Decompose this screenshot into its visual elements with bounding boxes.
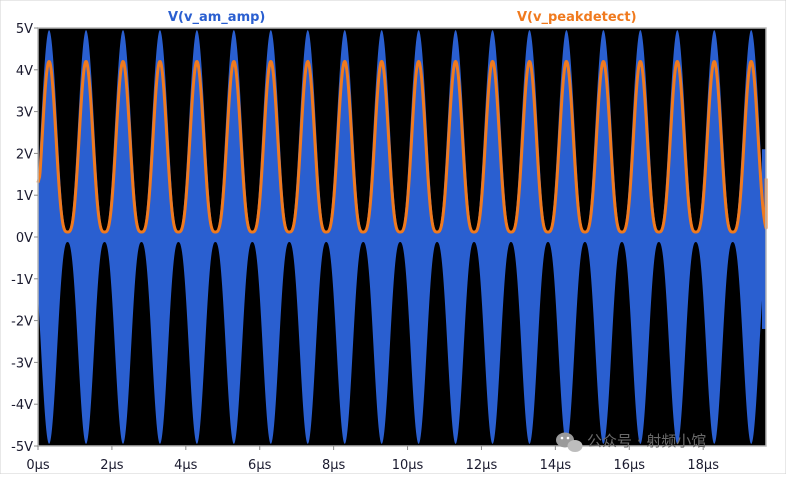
y-tick-label: 2V bbox=[16, 147, 33, 162]
x-tick-label: 16µs bbox=[613, 458, 645, 473]
x-tick-label: 10µs bbox=[392, 458, 424, 473]
x-tick-label: 18µs bbox=[687, 458, 719, 473]
series-v-am-amp-envelope bbox=[38, 30, 766, 444]
y-tick-label: 0V bbox=[16, 231, 33, 246]
x-tick-label: 6µs bbox=[248, 458, 272, 473]
y-tick-label: -5V bbox=[11, 440, 33, 455]
wechat-icon bbox=[556, 432, 583, 452]
y-tick-label: -2V bbox=[11, 315, 33, 330]
y-tick-label: -3V bbox=[11, 356, 33, 371]
x-tick-label: 0µs bbox=[26, 458, 50, 473]
y-tick-label: 1V bbox=[16, 189, 33, 204]
y-tick-label: -1V bbox=[11, 273, 33, 288]
series-v-peakdetect-layer bbox=[36, 59, 768, 234]
legend: V(v_am_amp) V(v_peakdetect) bbox=[168, 10, 637, 25]
legend-entry-v-peakdetect: V(v_peakdetect) bbox=[517, 10, 637, 25]
y-axis: 5V 4V 3V 2V 1V 0V -1V -2V -3V -4V -5V bbox=[11, 22, 38, 455]
watermark: 公众号 · 射频小馆 bbox=[556, 432, 706, 452]
x-tick-label: 14µs bbox=[540, 458, 572, 473]
x-tick-label: 12µs bbox=[466, 458, 498, 473]
y-tick-label: -4V bbox=[11, 398, 33, 413]
x-tick-label: 8µs bbox=[322, 458, 346, 473]
x-axis: 0µs 2µs 4µs 6µs 8µs 10µs 12µs 14µs 16µs 18µs bbox=[26, 446, 719, 473]
x-tick-label: 2µs bbox=[100, 458, 124, 473]
y-tick-label: 4V bbox=[16, 64, 33, 79]
x-tick-label: 4µs bbox=[174, 458, 198, 473]
series-v-peakdetect-line bbox=[36, 59, 768, 234]
legend-entry-v-am-amp: V(v_am_amp) bbox=[168, 10, 265, 25]
watermark-text: 公众号 · 射频小馆 bbox=[587, 432, 706, 450]
y-tick-label: 5V bbox=[16, 22, 33, 37]
series-v-am-amp-layer bbox=[38, 30, 766, 444]
series-v-am-amp-end bbox=[762, 149, 766, 329]
y-tick-label: 3V bbox=[16, 106, 33, 121]
